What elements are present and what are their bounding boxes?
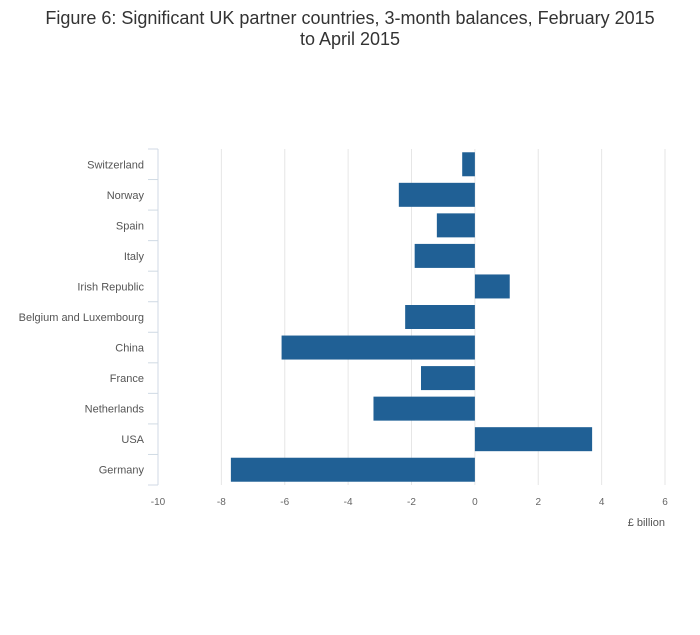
x-tick-label: -8 bbox=[217, 497, 226, 508]
category-label-spain: Spain bbox=[116, 220, 144, 232]
category-label-belgium-and-luxembourg: Belgium and Luxembourg bbox=[19, 312, 144, 324]
x-tick-label: 0 bbox=[472, 497, 478, 508]
category-label-italy: Italy bbox=[124, 251, 145, 263]
bar-norway bbox=[398, 182, 475, 207]
bar-switzerland bbox=[462, 152, 475, 177]
y-axis bbox=[148, 148, 159, 486]
category-label-switzerland: Switzerland bbox=[87, 159, 144, 171]
bar-italy bbox=[414, 243, 475, 268]
bar-netherlands bbox=[373, 396, 475, 421]
chart-title-line-1: Figure 6: Significant UK partner countri… bbox=[45, 8, 655, 28]
category-label-netherlands: Netherlands bbox=[85, 404, 145, 416]
x-tick-label: -2 bbox=[407, 497, 416, 508]
category-label-norway: Norway bbox=[107, 190, 145, 202]
bar-belgium-and-luxembourg bbox=[405, 305, 475, 329]
category-label-irish-republic: Irish Republic bbox=[77, 281, 144, 293]
x-tick-label: -4 bbox=[344, 497, 353, 508]
x-tick-label: 4 bbox=[599, 497, 605, 508]
grid-lines bbox=[220, 149, 666, 485]
bar-spain bbox=[436, 213, 475, 238]
bar-irish-republic bbox=[474, 274, 510, 299]
chart-title-line-2: to April 2015 bbox=[299, 29, 401, 49]
bar-usa bbox=[474, 427, 593, 452]
bar-france bbox=[421, 366, 475, 391]
category-label-germany: Germany bbox=[99, 465, 145, 477]
category-label-china: China bbox=[115, 343, 145, 355]
x-axis-unit-label: £ billion bbox=[628, 517, 665, 529]
chart-title: Figure 6: Significant UK partner countri… bbox=[0, 8, 700, 50]
x-tick-label: 2 bbox=[535, 497, 541, 508]
x-tick-labels: -10 -8 -6 -4 -2 0 2 4 6 bbox=[151, 497, 668, 508]
x-tick-label: -10 bbox=[151, 497, 166, 508]
category-label-france: France bbox=[110, 373, 144, 385]
x-tick-label: -6 bbox=[280, 497, 289, 508]
bar-germany bbox=[230, 457, 475, 482]
category-label-usa: USA bbox=[121, 434, 144, 446]
category-labels: Switzerland Norway Spain Italy Irish Republi… bbox=[19, 159, 145, 476]
bar-china bbox=[281, 335, 475, 360]
x-tick-label: 6 bbox=[662, 497, 668, 508]
bars bbox=[230, 152, 593, 482]
